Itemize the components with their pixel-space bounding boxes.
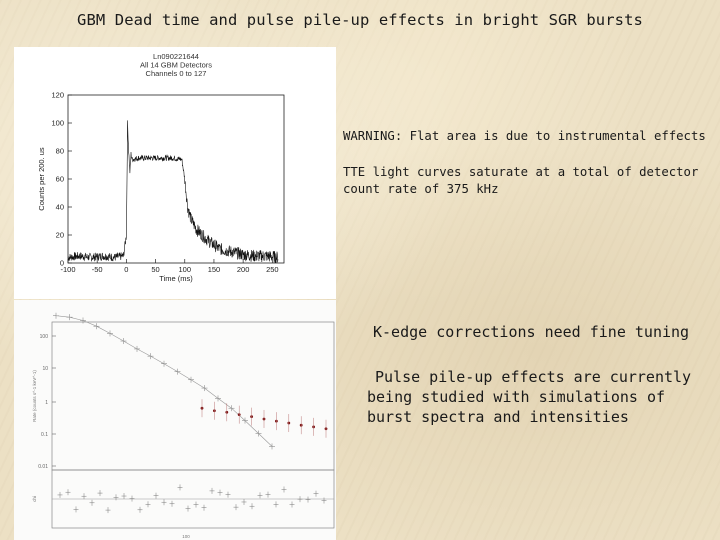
- y-tick-label: 80: [56, 147, 64, 156]
- chart-header-line: Channels 0 to 127: [146, 69, 207, 78]
- y-tick-label: 40: [56, 203, 64, 212]
- x-tick-label: 50: [151, 265, 159, 274]
- y-tick-label: 20: [56, 231, 64, 240]
- y-tick-label: 10: [42, 366, 48, 372]
- y-tick-label: 120: [51, 91, 64, 100]
- plot-frame: [67, 94, 285, 264]
- x-tick-label: -100: [60, 265, 75, 274]
- y-axis-label: Rate (counts s^-1 keV^-1): [32, 370, 37, 422]
- y-tick-label: 100: [40, 334, 49, 340]
- residual-axis-label: chi: [32, 496, 37, 502]
- y-tick-label: 0.01: [38, 464, 48, 470]
- y-tick-label: 100: [51, 119, 64, 128]
- x-tick-label: 150: [208, 265, 221, 274]
- x-tick-label: 200: [237, 265, 250, 274]
- warning-note: WARNING: Flat area is due to instrumenta…: [343, 129, 706, 143]
- x-tick-label: -50: [92, 265, 103, 274]
- y-tick-label: 1: [45, 400, 48, 406]
- spectrum-figure: 100 10 1 0.1 0.01 Rate (counts s^-1 keV^-1) ch…: [14, 300, 336, 540]
- tte-note: TTE light curves saturate at a total of …: [343, 165, 699, 196]
- light-curve-series-line: [67, 120, 279, 264]
- y-tick-label: 60: [56, 175, 64, 184]
- spectrum-frame: [51, 321, 335, 471]
- x-tick-label: 100: [182, 534, 190, 539]
- x-tick-label: 250: [266, 265, 279, 274]
- spectrum-chart: 100 10 1 0.1 0.01 Rate (counts s^-1 keV^-1) ch…: [32, 312, 335, 539]
- y-axis-label: Counts per 200. us: [37, 147, 46, 211]
- x-tick-label: 100: [178, 265, 191, 274]
- x-tick-label: 0: [124, 265, 128, 274]
- light-curve-figure: Ln090221644 All 14 GBM Detectors Channels …: [14, 47, 336, 299]
- chart-header-line: Ln090221644: [153, 52, 199, 61]
- kedge-note: K-edge corrections need fine tuning: [373, 323, 690, 341]
- pileup-note: Pulse pile-up effects are currently bein…: [367, 368, 692, 426]
- model-series-line: [55, 315, 273, 447]
- y-tick-label: 0.1: [41, 432, 48, 438]
- slide-title: GBM Dead time and pulse pile-up effects …: [77, 11, 643, 29]
- x-axis-label: Time (ms): [159, 274, 193, 283]
- chart-header-line: All 14 GBM Detectors: [140, 61, 212, 70]
- y-tick-label: 0: [60, 259, 64, 268]
